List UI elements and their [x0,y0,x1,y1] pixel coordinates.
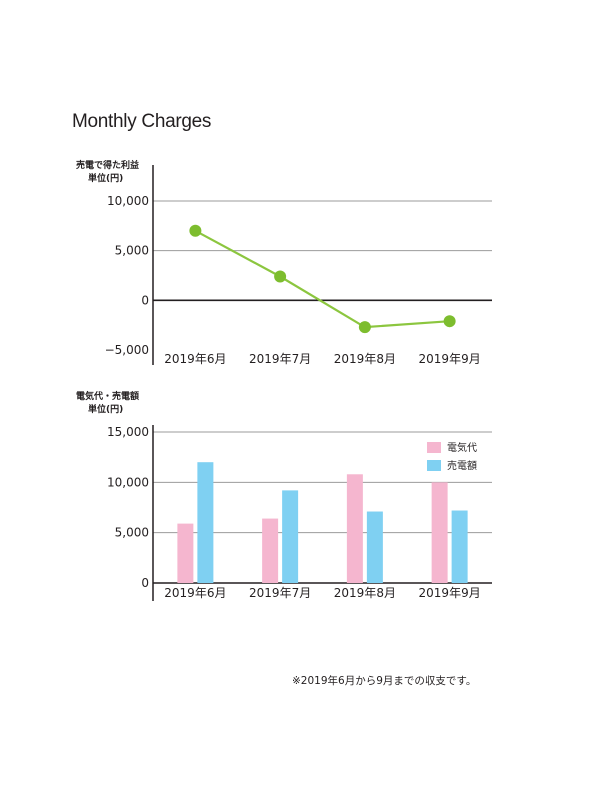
data-point [358,321,371,334]
legend-swatch-electricity-cost [427,442,441,453]
legend-label-electricity-cost: 電気代 [447,441,477,454]
bar-electricity-cost [177,523,194,583]
x-tick-labels: 2019年6月 2019年7月 2019年8月 2019年9月 [164,352,480,366]
legend: 電気代 売電額 [427,441,477,472]
x-tick-label: 2019年6月 [164,586,226,600]
bar-electricity-cost [431,482,448,583]
legend-swatch-sales-amount [427,460,441,471]
profit-line-chart: 売電で得た利益 単位(円) 10,000 5,000 0 −5,000 2019年6月… [76,159,492,366]
x-tick-label: 2019年7月 [249,352,311,366]
y-axis-label-line-1: 電気代・売電額 [76,390,139,402]
y-tick-labels: 15,000 10,000 5,000 0 [107,425,149,590]
y-tick-label: −5,000 [105,343,149,357]
y-axis-label-line-2: 単位(円) [88,403,123,415]
legend-label-sales-amount: 売電額 [447,459,477,472]
y-tick-label: 0 [141,576,149,590]
y-tick-label: 15,000 [107,425,149,439]
bar-sales-amount [451,510,468,583]
profit-line [194,229,450,329]
page-title: Monthly Charges [72,111,212,132]
bar-sales-amount [366,511,383,583]
y-tick-labels: 10,000 5,000 0 −5,000 [105,194,149,357]
x-tick-label: 2019年9月 [419,586,481,600]
data-point [443,315,456,328]
bar-electricity-cost [262,518,279,583]
x-tick-label: 2019年8月 [334,586,396,600]
data-point [189,224,202,237]
y-axis-label-line-1: 売電で得た利益 [76,159,139,171]
profit-series [189,224,456,334]
data-point [274,270,287,283]
x-tick-label: 2019年6月 [164,352,226,366]
footnote: ※2019年6月から9月までの収支です。 [292,675,477,687]
bar-electricity-cost [346,474,363,583]
y-tick-label: 5,000 [115,526,149,540]
bar-sales-amount [197,462,214,583]
y-tick-label: 5,000 [115,244,149,258]
y-tick-label: 10,000 [107,475,149,489]
charges-bar-chart: 電気代・売電額 単位(円) 15,000 10,000 5,000 0 2019年6月… [76,390,492,601]
y-tick-label: 0 [141,293,149,307]
x-tick-labels: 2019年6月 2019年7月 2019年8月 2019年9月 [164,586,480,600]
y-tick-label: 10,000 [107,194,149,208]
y-axis-label-line-2: 単位(円) [88,172,123,184]
x-tick-label: 2019年8月 [334,352,396,366]
x-tick-label: 2019年9月 [419,352,481,366]
bar-series [177,462,468,583]
grid-lines [152,165,492,365]
bar-sales-amount [282,490,299,583]
x-tick-label: 2019年7月 [249,586,311,600]
